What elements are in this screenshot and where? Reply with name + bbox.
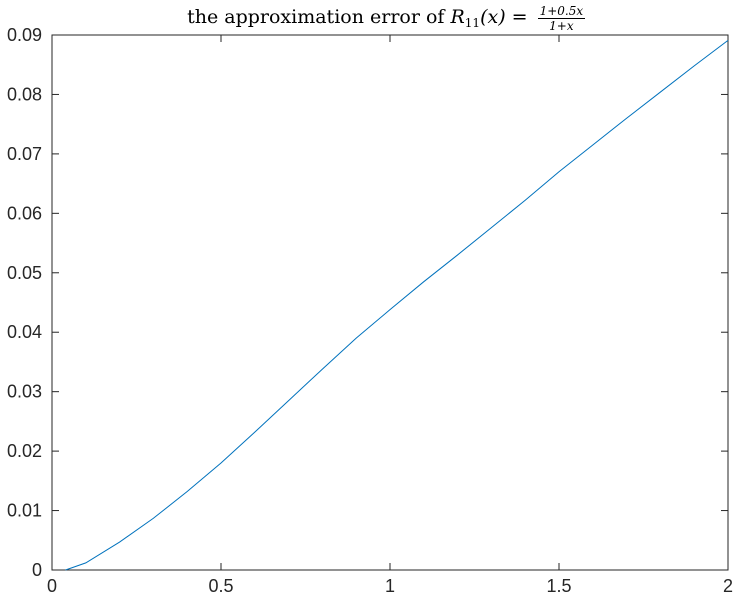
axes-box xyxy=(51,34,729,571)
y-tick-label: 0.07 xyxy=(7,144,42,164)
title-prefix: the approximation error of xyxy=(187,6,451,28)
title-fraction: 1+0.5x 1+x xyxy=(537,3,586,33)
title-function: R xyxy=(450,6,465,28)
y-tick-label: 0.01 xyxy=(7,501,42,521)
y-tick-label: 0.02 xyxy=(7,441,42,461)
y-tick-label: 0.09 xyxy=(7,25,42,45)
y-tick-label: 0.05 xyxy=(7,263,42,283)
y-tick-label: 0.03 xyxy=(7,382,42,402)
x-tick-label: 0.5 xyxy=(208,576,233,596)
x-tick-label: 1 xyxy=(385,576,395,596)
series-line xyxy=(65,39,729,571)
x-tick-label: 2 xyxy=(723,576,733,596)
plot-area: 0 0.5 1 1.5 2 0 0.01 0.02 0.03 0.04 0.05 0.06 0.07 0.… xyxy=(7,25,733,596)
x-tick-label: 1.5 xyxy=(546,576,571,596)
y-tick-label: 0.06 xyxy=(7,203,42,223)
y-tick-label: 0.04 xyxy=(7,322,42,342)
chart-title: the approximation error of R11(x) = 1+0.… xyxy=(0,0,736,36)
title-denominator: 1+x xyxy=(549,18,574,33)
y-tick-label: 0.08 xyxy=(7,84,42,104)
title-subscript: 11 xyxy=(464,16,481,30)
title-numerator: 1+0.5x xyxy=(537,3,586,19)
x-tick-label: 0 xyxy=(47,576,57,596)
title-argument: (x) = xyxy=(480,6,534,28)
y-tick-label: 0 xyxy=(32,560,42,580)
